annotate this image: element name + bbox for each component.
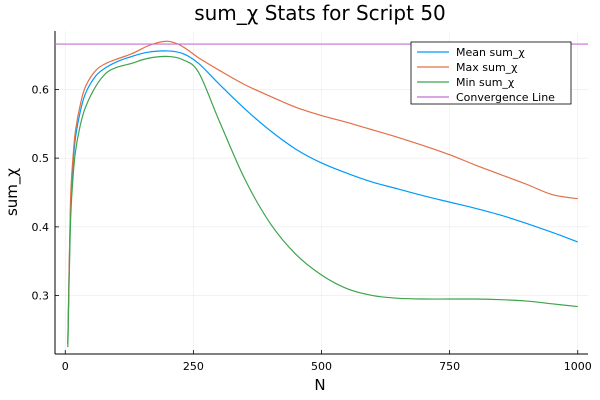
chart-title: sum_χ Stats for Script 50: [194, 1, 446, 25]
x-tick-label: 0: [62, 360, 69, 373]
x-tick-label: 500: [311, 360, 332, 373]
x-axis-label: N: [314, 376, 325, 394]
series-line-max-sum: [67, 40, 578, 344]
legend-label: Min sum_χ: [456, 76, 515, 89]
x-tick-label: 750: [439, 360, 460, 373]
legend: Mean sum_χ Max sum_χ Min sum_χ Convergence …: [410, 41, 572, 105]
y-tick-label: 0.3: [32, 290, 50, 303]
legend-label: Convergence Line: [456, 91, 555, 104]
y-axis-label: sum_χ: [3, 168, 22, 216]
series-line-min-sum: [67, 55, 578, 348]
y-tick-label: 0.6: [32, 83, 50, 96]
y-tick-label: 0.5: [32, 152, 50, 165]
x-tick-label: 1000: [564, 360, 592, 373]
axes-layer: 0 250 500 750 1000 0.3 0.4 0.5 0.6: [32, 31, 592, 373]
legend-label: Mean sum_χ: [456, 46, 525, 59]
legend-label: Max sum_χ: [456, 61, 518, 74]
x-tick-label: 250: [183, 360, 204, 373]
series-line-mean-sum: [67, 50, 578, 344]
y-tick-label: 0.4: [32, 221, 50, 234]
series-layer: [55, 40, 588, 348]
